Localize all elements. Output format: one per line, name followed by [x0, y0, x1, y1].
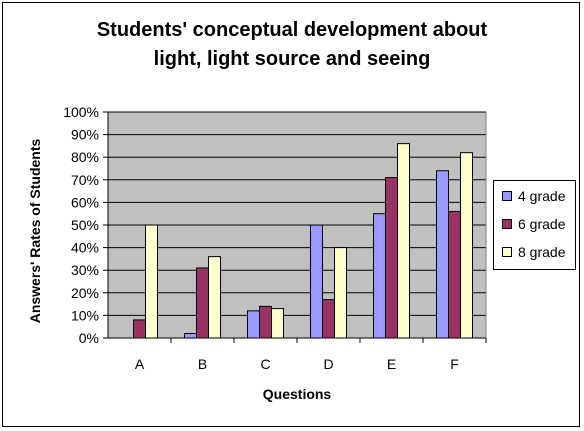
legend-label: 8 grade — [518, 244, 566, 260]
chart-title-line-2: light, light source and seeing — [153, 48, 431, 70]
y-tick-label: 80% — [71, 149, 99, 165]
bar-C-3 — [271, 308, 284, 339]
legend-item: 6 grade — [502, 215, 565, 233]
bar-E-3 — [397, 143, 410, 339]
bar-C-2 — [259, 305, 272, 339]
bar-A-3 — [145, 224, 158, 339]
bar-B-3 — [208, 256, 221, 339]
y-tick-label: 10% — [71, 307, 99, 323]
x-tick-label: E — [387, 356, 396, 372]
legend-swatch — [502, 191, 512, 201]
x-tick-label: F — [450, 356, 459, 372]
bar-D-3 — [334, 247, 347, 339]
y-tick-label: 40% — [71, 240, 99, 256]
bars — [133, 143, 473, 339]
y-tick-labels: 0% 10% 20% 30% 40% 50% 60% 70% 80% 90% 100% — [63, 104, 99, 346]
x-tick-label: D — [323, 356, 333, 372]
x-tick-label: B — [198, 356, 207, 372]
y-tick-label: 100% — [63, 104, 99, 120]
y-tick-label: 0% — [79, 330, 99, 346]
bar-F-3 — [460, 152, 473, 339]
bar-E-1 — [373, 213, 386, 339]
gridlines — [108, 111, 486, 316]
x-tick-label: C — [260, 356, 270, 372]
bar-E-2 — [385, 177, 398, 339]
legend-label: 6 grade — [518, 216, 566, 232]
legend-swatch — [502, 219, 512, 229]
legend-item: 4 grade — [502, 187, 565, 205]
chart-title-line-1: Students' conceptual development about — [96, 19, 488, 41]
bar-B-1 — [184, 332, 197, 339]
bar-C-1 — [247, 310, 260, 339]
legend-item: 8 grade — [502, 243, 565, 261]
y-tick-label: 70% — [71, 172, 99, 188]
bar-A-2 — [133, 319, 146, 339]
x-axis-label: Questions — [263, 386, 332, 402]
bar-B-2 — [196, 267, 209, 339]
x-tick-label: A — [135, 356, 145, 372]
legend-label: 4 grade — [518, 188, 566, 204]
y-axis-label: Answers' Rates of Students — [27, 138, 43, 323]
bar-F-1 — [436, 170, 449, 339]
legend: 4 grade 6 grade 8 grade — [493, 180, 576, 270]
y-tick-label: 50% — [71, 217, 99, 233]
y-tick-label: 60% — [71, 194, 99, 210]
bar-F-2 — [448, 210, 461, 339]
y-tick-label: 90% — [71, 127, 99, 143]
axes — [103, 111, 487, 343]
legend-swatch — [502, 247, 512, 257]
y-tick-label: 20% — [71, 285, 99, 301]
bar-D-2 — [322, 299, 335, 339]
y-tick-label: 30% — [71, 262, 99, 278]
x-tick-labels: A B C D E F — [135, 356, 459, 372]
bar-D-1 — [310, 224, 323, 339]
